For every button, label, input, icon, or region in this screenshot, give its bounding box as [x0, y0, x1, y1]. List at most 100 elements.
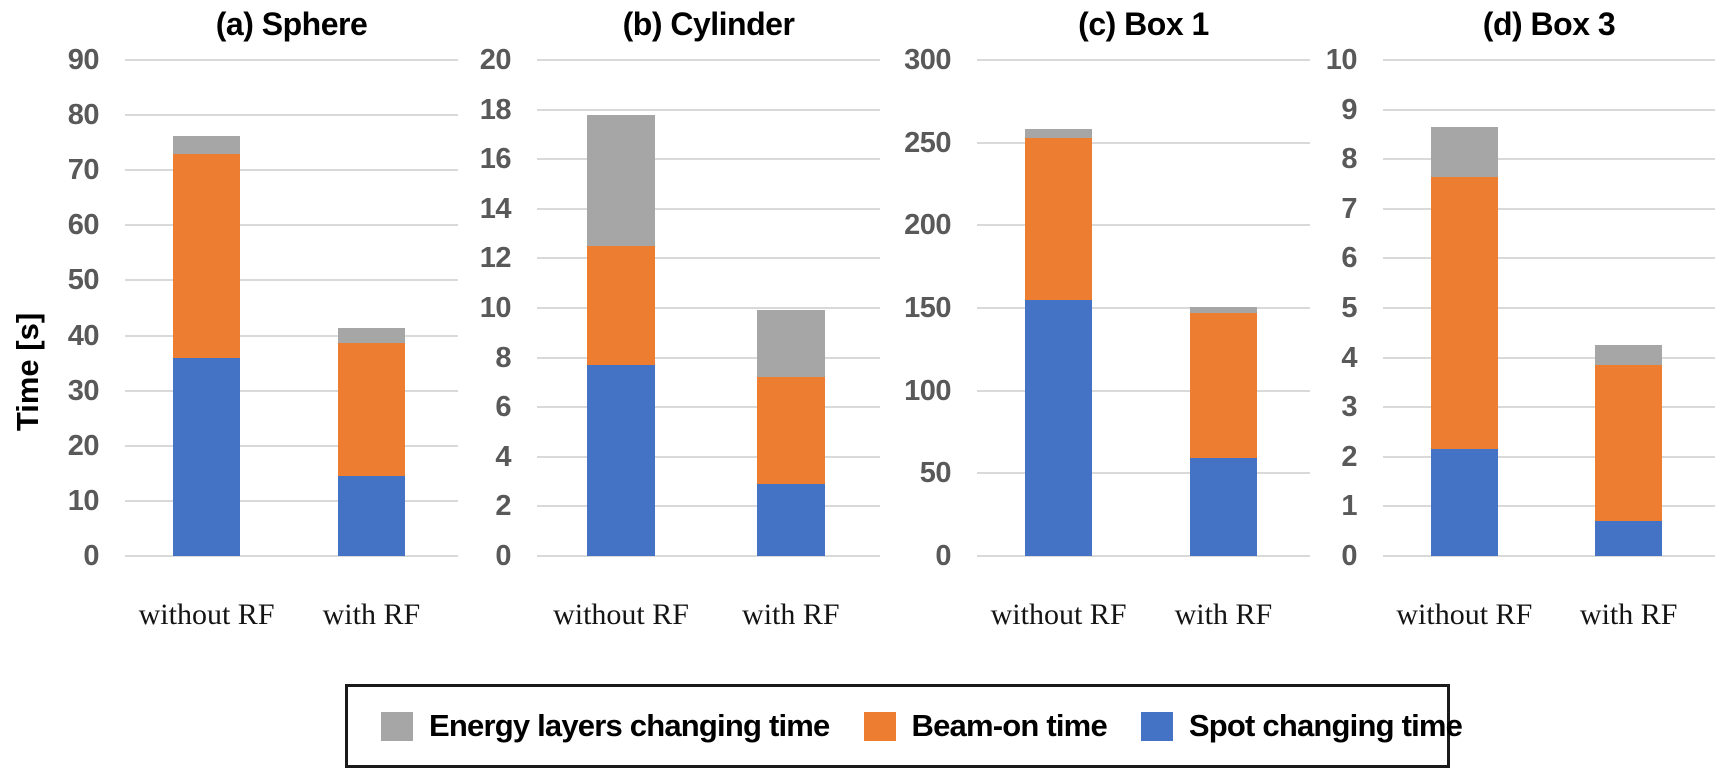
gridline [1383, 356, 1715, 359]
y-tick-label: 10 [67, 484, 100, 517]
bar-segment-beam-on-time [756, 377, 826, 485]
gridline [537, 356, 880, 359]
x-category-label: without RF [1396, 598, 1533, 631]
y-tick-label: 0 [83, 540, 99, 572]
y-tick-label: 70 [67, 154, 100, 187]
x-category-label: without RF [990, 598, 1127, 631]
y-tick-label: 150 [904, 292, 951, 324]
bar-segment-spot-changing-time [1595, 521, 1662, 556]
bar-segment-energy-layers-changing-time [1190, 307, 1257, 313]
gridline [125, 169, 458, 172]
y-tick-label: 300 [904, 44, 951, 76]
gridline [125, 389, 458, 392]
gridline [537, 307, 880, 309]
y-tick-label: 18 [479, 93, 512, 126]
gridline [125, 114, 458, 117]
y-tick-label: 0 [1341, 540, 1357, 572]
bar-segment-beam-on-time [173, 153, 240, 358]
legend-swatch-beam-on [863, 711, 896, 741]
x-category-label: with RF [322, 598, 421, 631]
legend-label-spot-changing: Spot changing time [1188, 708, 1463, 743]
gridline [537, 455, 880, 458]
panel-title: (a) Sphere [215, 6, 368, 42]
gridline [1383, 555, 1715, 557]
y-tick-label: 10 [1325, 44, 1358, 76]
bar-segment-energy-layers-changing-time [1595, 345, 1662, 366]
gridline [977, 141, 1310, 144]
gridline [977, 389, 1310, 392]
y-tick-label: 3 [1341, 391, 1357, 424]
bar-segment-beam-on-time [1190, 312, 1257, 459]
y-tick-label: 8 [495, 341, 511, 374]
x-category-label: with RF [742, 598, 840, 631]
gridline [125, 444, 458, 447]
y-tick-label: 200 [904, 209, 951, 242]
gridline [125, 499, 458, 502]
y-tick-label: 50 [919, 457, 952, 490]
gridline [537, 158, 880, 161]
gridline [537, 555, 880, 557]
y-tick-label: 0 [935, 540, 951, 572]
gridline [1383, 505, 1715, 508]
legend-label-beam-on: Beam-on time [911, 708, 1108, 743]
y-tick-label: 50 [67, 264, 100, 297]
y-tick-label: 6 [495, 391, 511, 424]
bar-segment-energy-layers-changing-time [756, 310, 826, 378]
legend-item-energy-layers: Energy layers changing time [381, 708, 830, 744]
bar-segment-spot-changing-time [338, 476, 405, 556]
gridline [1383, 455, 1715, 458]
gridline [1383, 406, 1715, 409]
bar-segment-energy-layers-changing-time [338, 327, 405, 343]
gridline [125, 334, 458, 337]
bar-segment-spot-changing-time [173, 357, 240, 556]
gridline [125, 279, 458, 282]
bar-segment-energy-layers-changing-time [586, 114, 656, 246]
gridline [537, 207, 880, 210]
gridline [1383, 158, 1715, 161]
bar-segment-spot-changing-time [1431, 449, 1498, 556]
y-tick-label: 5 [1341, 292, 1357, 324]
y-tick-label: 1 [1341, 490, 1357, 523]
bar-segment-beam-on-time [1595, 365, 1662, 522]
gridline [125, 59, 458, 61]
gridline [1383, 307, 1715, 309]
gridline [1383, 59, 1715, 61]
gridline [537, 257, 880, 260]
legend-label-energy-layers: Energy layers changing time [429, 708, 830, 743]
legend: Energy layers changing time Beam-on time… [345, 684, 1463, 768]
y-tick-label: 40 [67, 319, 100, 352]
x-category-label: without RF [138, 598, 275, 631]
gridline [977, 224, 1310, 227]
y-tick-label: 20 [479, 44, 512, 76]
y-tick-label: 16 [479, 143, 512, 176]
gridline [977, 59, 1310, 61]
y-tick-label: 20 [67, 429, 100, 462]
panel-title: (d) Box 3 [1482, 6, 1616, 42]
panel-title: (b) Cylinder [622, 6, 795, 42]
y-tick-label: 10 [479, 292, 512, 324]
y-tick-label: 80 [67, 99, 100, 132]
legend-item-beam-on: Beam-on time [863, 708, 1108, 744]
y-tick-label: 2 [495, 490, 511, 523]
gridline [125, 224, 458, 227]
x-category-label: with RF [1174, 598, 1273, 631]
panel-title: (c) Box 1 [1078, 6, 1209, 42]
bar-segment-spot-changing-time [756, 484, 826, 556]
y-tick-label: 14 [479, 192, 512, 225]
legend-swatch-energy-layers [381, 711, 413, 741]
y-tick-label: 60 [67, 209, 100, 242]
bar-segment-beam-on-time [338, 342, 405, 477]
gridline [537, 406, 880, 409]
y-tick-label: 4 [1341, 341, 1357, 374]
gridline [1383, 108, 1715, 111]
y-tick-label: 9 [1341, 93, 1357, 126]
y-tick-label: 12 [479, 242, 512, 275]
y-tick-label: 4 [495, 440, 511, 473]
bar-segment-energy-layers-changing-time [1431, 126, 1498, 177]
y-tick-label: 90 [67, 44, 100, 76]
y-tick-label: 250 [904, 126, 951, 159]
gridline [125, 555, 458, 557]
gridline [1383, 207, 1715, 210]
